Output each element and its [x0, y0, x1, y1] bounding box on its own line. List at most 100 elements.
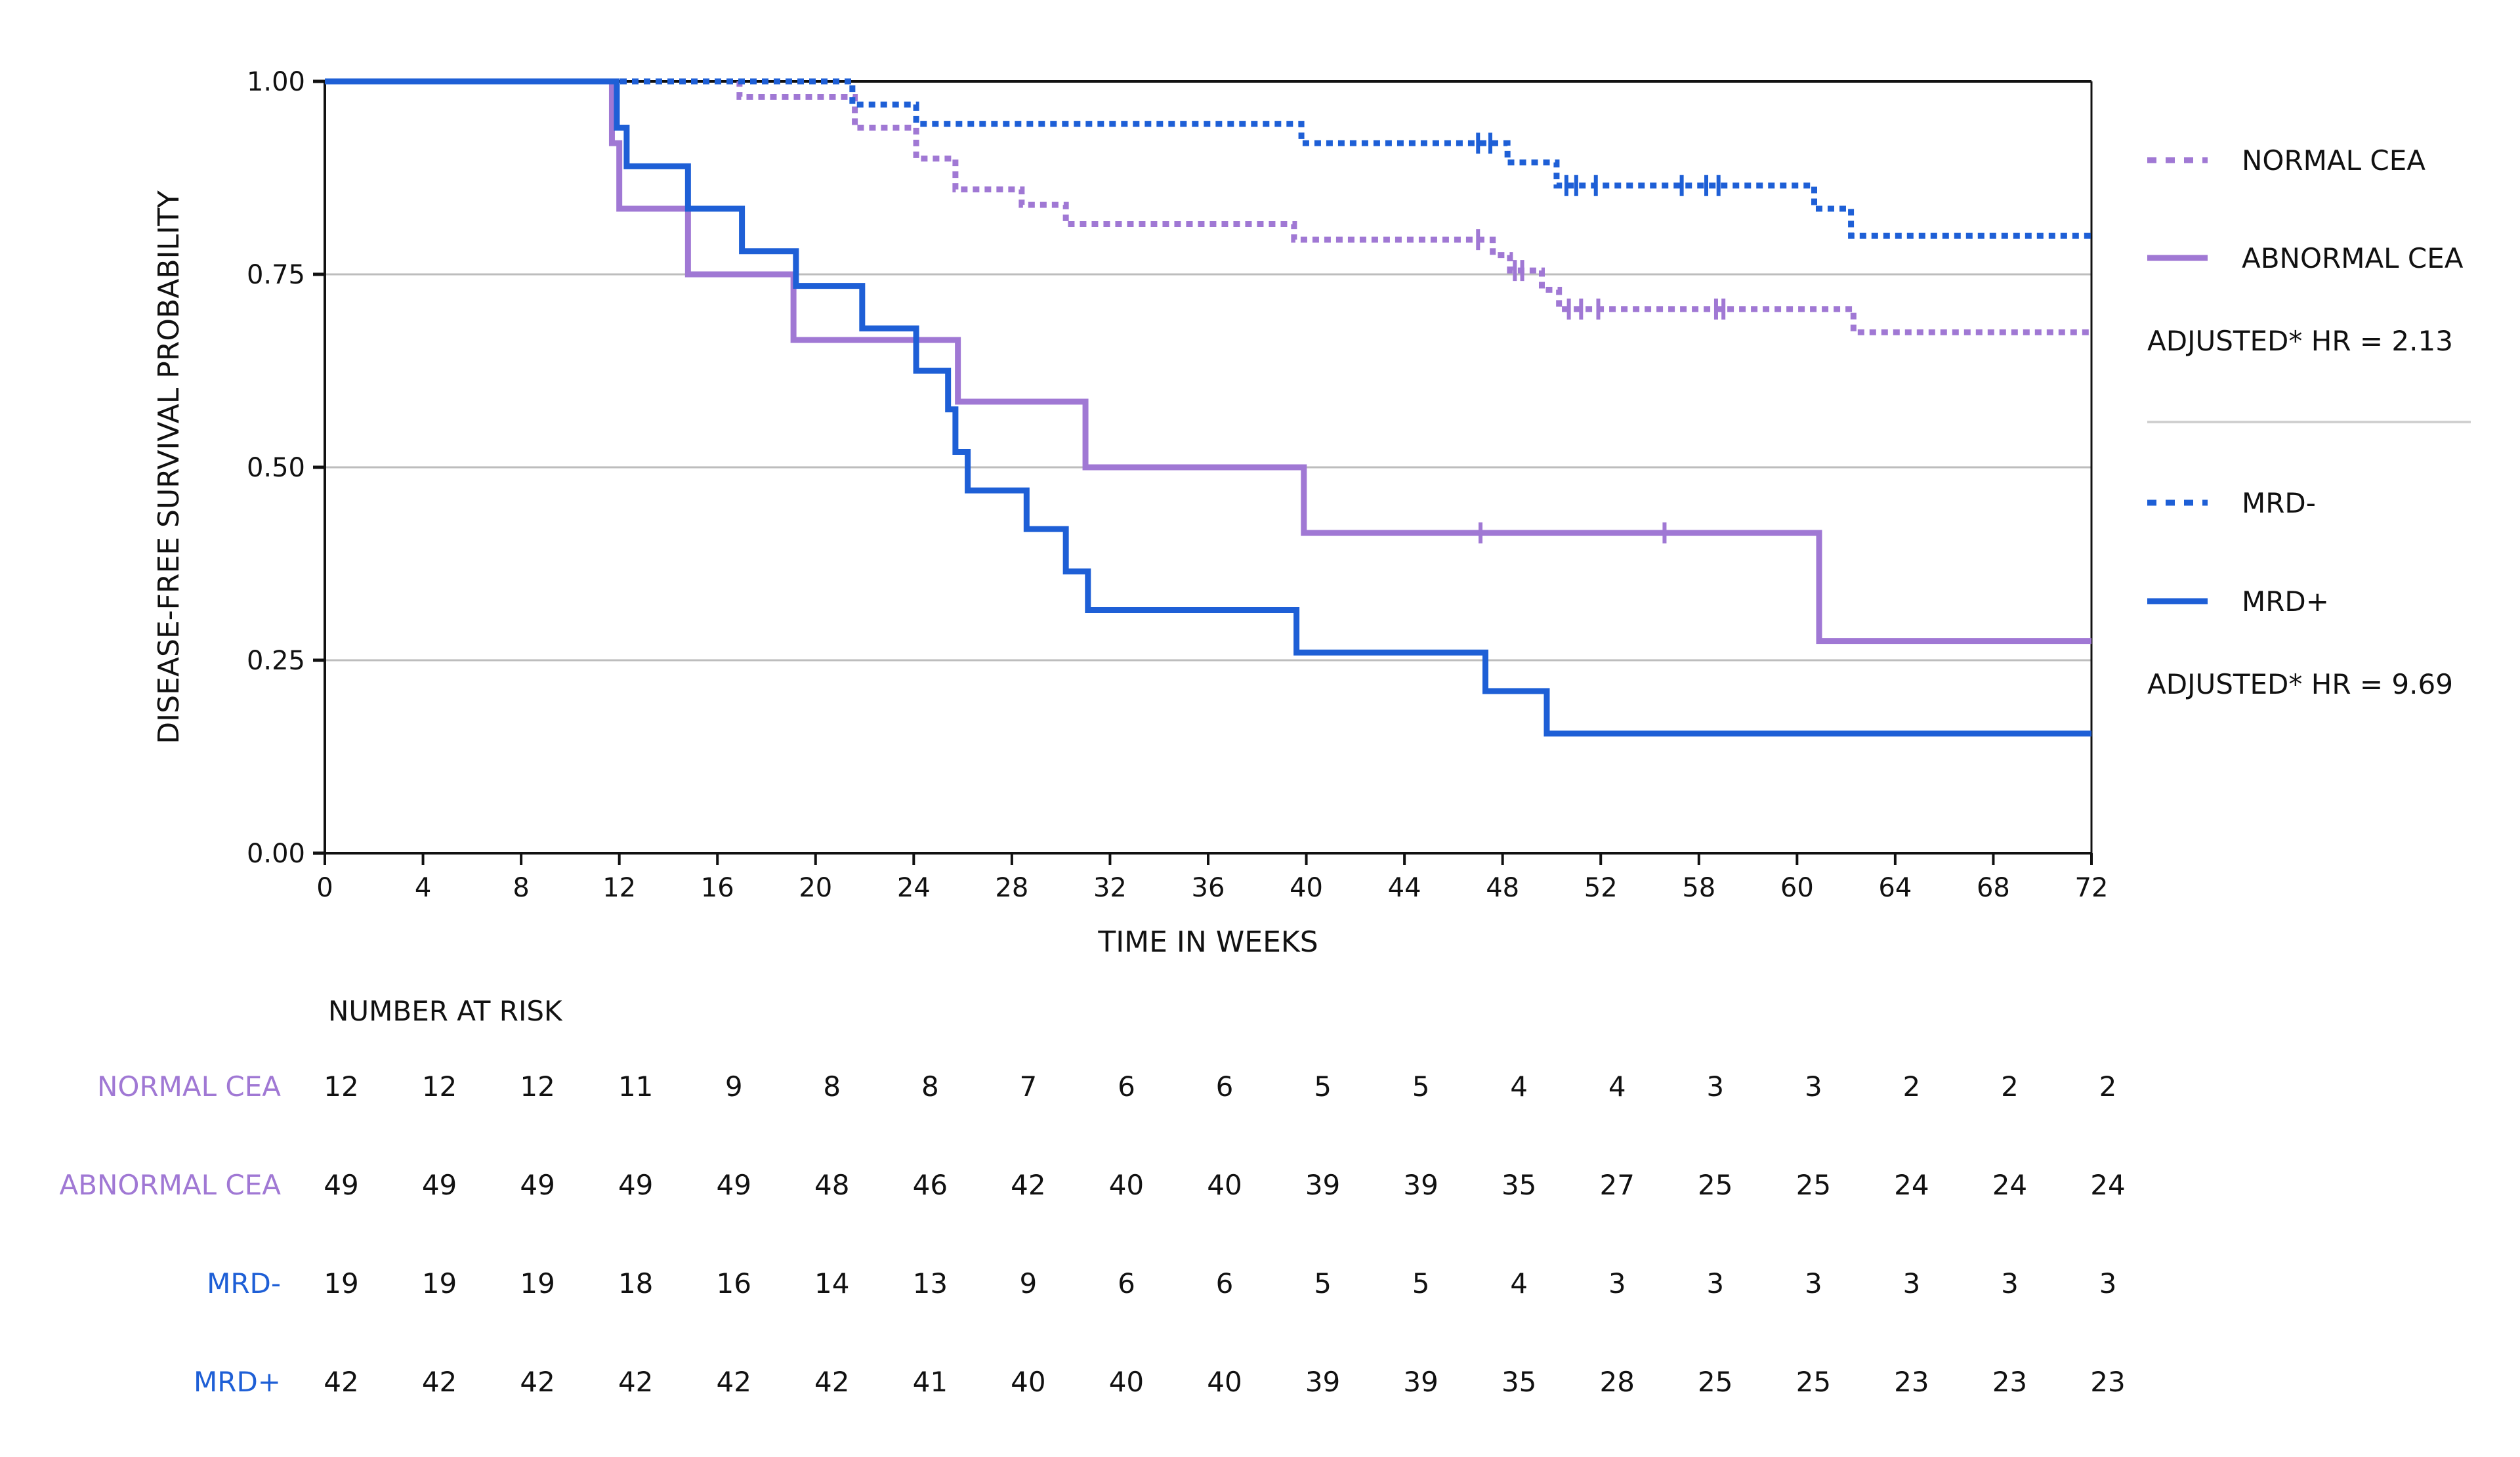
- risk-value: 9: [725, 1070, 743, 1103]
- risk-value: 2: [1903, 1070, 1921, 1103]
- y-axis-ticks: 0.00 0.25 0.50 0.75 1.00: [247, 67, 325, 869]
- x-tick-label: 28: [995, 873, 1028, 903]
- number-at-risk-title: NUMBER AT RISK: [328, 995, 563, 1027]
- x-tick-label: 12: [602, 873, 636, 903]
- risk-value: 27: [1599, 1169, 1634, 1201]
- risk-value: 42: [618, 1366, 653, 1398]
- risk-value: 4: [1510, 1070, 1528, 1103]
- risk-value: 3: [1903, 1267, 1921, 1299]
- hazard-ratio-mrd: ADJUSTED* HR = 9.69: [2147, 668, 2453, 700]
- x-tick-label: 16: [701, 873, 734, 903]
- legend: NORMAL CEA ABNORMAL CEA ADJUSTED* HR = 2.1…: [2147, 144, 2471, 700]
- risk-value: 6: [1118, 1070, 1135, 1103]
- risk-value: 41: [913, 1366, 948, 1398]
- risk-value: 35: [1502, 1169, 1536, 1201]
- risk-value: 19: [324, 1267, 358, 1299]
- legend-label: ABNORMAL CEA: [2242, 242, 2464, 274]
- risk-value: 48: [814, 1169, 849, 1201]
- y-tick-label: 0.50: [247, 453, 305, 483]
- risk-value: 42: [1011, 1169, 1045, 1201]
- risk-value: 5: [1314, 1070, 1332, 1103]
- x-tick-label: 4: [415, 873, 431, 903]
- risk-value: 7: [1020, 1070, 1038, 1103]
- risk-value: 9: [1020, 1267, 1038, 1299]
- risk-value: 25: [1796, 1169, 1831, 1201]
- risk-value: 42: [324, 1366, 358, 1398]
- risk-value: 49: [520, 1169, 555, 1201]
- risk-value: 24: [1894, 1169, 1929, 1201]
- x-tick-label: 32: [1093, 873, 1127, 903]
- risk-value: 11: [618, 1070, 653, 1103]
- risk-value: 12: [520, 1070, 555, 1103]
- x-tick-label: 8: [513, 873, 529, 903]
- risk-value: 42: [814, 1366, 849, 1398]
- risk-value: 3: [1706, 1070, 1724, 1103]
- risk-value: 25: [1698, 1366, 1732, 1398]
- risk-value: 49: [422, 1169, 457, 1201]
- x-axis-ticks: 0 4 8 12 16 20 24 28 32 36 40 44 48 52 58 60 64 68 72: [316, 853, 2108, 903]
- risk-value: 8: [921, 1070, 939, 1103]
- risk-row-label: ABNORMAL CEA: [59, 1169, 281, 1201]
- risk-value: 40: [1207, 1366, 1242, 1398]
- risk-value: 35: [1502, 1366, 1536, 1398]
- risk-value: 12: [324, 1070, 358, 1103]
- risk-value: 2: [2001, 1070, 2019, 1103]
- y-tick-label: 0.25: [247, 646, 305, 676]
- x-tick-label: 20: [799, 873, 832, 903]
- risk-value: 40: [1109, 1366, 1144, 1398]
- y-tick-label: 0.00: [247, 839, 305, 869]
- x-tick-label: 64: [1878, 873, 1912, 903]
- risk-row-label: MRD+: [194, 1366, 281, 1398]
- risk-value: 2: [2099, 1070, 2117, 1103]
- risk-value: 23: [2090, 1366, 2125, 1398]
- risk-value: 23: [1992, 1366, 2027, 1398]
- risk-value: 28: [1599, 1366, 1634, 1398]
- risk-value: 40: [1207, 1169, 1242, 1201]
- risk-value: 42: [520, 1366, 555, 1398]
- y-tick-label: 0.75: [247, 260, 305, 290]
- x-tick-label: 36: [1192, 873, 1225, 903]
- x-tick-label: 40: [1290, 873, 1323, 903]
- risk-value: 4: [1608, 1070, 1626, 1103]
- curve-mrdplus: [325, 78, 2091, 737]
- risk-value: 6: [1216, 1070, 1234, 1103]
- x-tick-label: 44: [1388, 873, 1421, 903]
- risk-value: 39: [1403, 1366, 1438, 1398]
- risk-value: 3: [1805, 1267, 1822, 1299]
- risk-row-label: MRD-: [207, 1267, 281, 1299]
- risk-value: 40: [1109, 1169, 1144, 1201]
- x-tick-label: 58: [1682, 873, 1715, 903]
- legend-label: NORMAL CEA: [2242, 144, 2426, 177]
- risk-value: 42: [716, 1366, 751, 1398]
- risk-value: 14: [814, 1267, 849, 1299]
- x-tick-label: 0: [316, 873, 333, 903]
- risk-value: 6: [1118, 1267, 1135, 1299]
- x-tick-label: 60: [1780, 873, 1814, 903]
- risk-value: 39: [1305, 1169, 1340, 1201]
- x-tick-label: 52: [1584, 873, 1618, 903]
- x-tick-label: 48: [1486, 873, 1519, 903]
- risk-value: 49: [716, 1169, 751, 1201]
- risk-value: 24: [1992, 1169, 2027, 1201]
- risk-value: 6: [1216, 1267, 1234, 1299]
- number-at-risk-table: NUMBER AT RISK NORMAL CEA 12 12 12 11 9 8 8 7 6 6 5…: [59, 995, 2125, 1398]
- x-axis-title: TIME IN WEEKS: [1097, 925, 1318, 959]
- risk-value: 19: [422, 1267, 457, 1299]
- hazard-ratio-cea: ADJUSTED* HR = 2.13: [2147, 325, 2453, 357]
- risk-value: 19: [520, 1267, 555, 1299]
- x-tick-label: 68: [1977, 873, 2010, 903]
- risk-value: 39: [1403, 1169, 1438, 1201]
- legend-label: MRD-: [2242, 487, 2316, 519]
- curve-mrdminus: [325, 78, 2091, 239]
- risk-value: 5: [1314, 1267, 1332, 1299]
- risk-value: 25: [1698, 1169, 1732, 1201]
- risk-value: 24: [2090, 1169, 2125, 1201]
- risk-value: 18: [618, 1267, 653, 1299]
- risk-value: 3: [2099, 1267, 2117, 1299]
- risk-value: 12: [422, 1070, 457, 1103]
- risk-value: 5: [1412, 1267, 1430, 1299]
- x-tick-label: 24: [897, 873, 931, 903]
- risk-value: 23: [1894, 1366, 1929, 1398]
- risk-row-label: NORMAL CEA: [97, 1070, 281, 1103]
- risk-value: 13: [913, 1267, 948, 1299]
